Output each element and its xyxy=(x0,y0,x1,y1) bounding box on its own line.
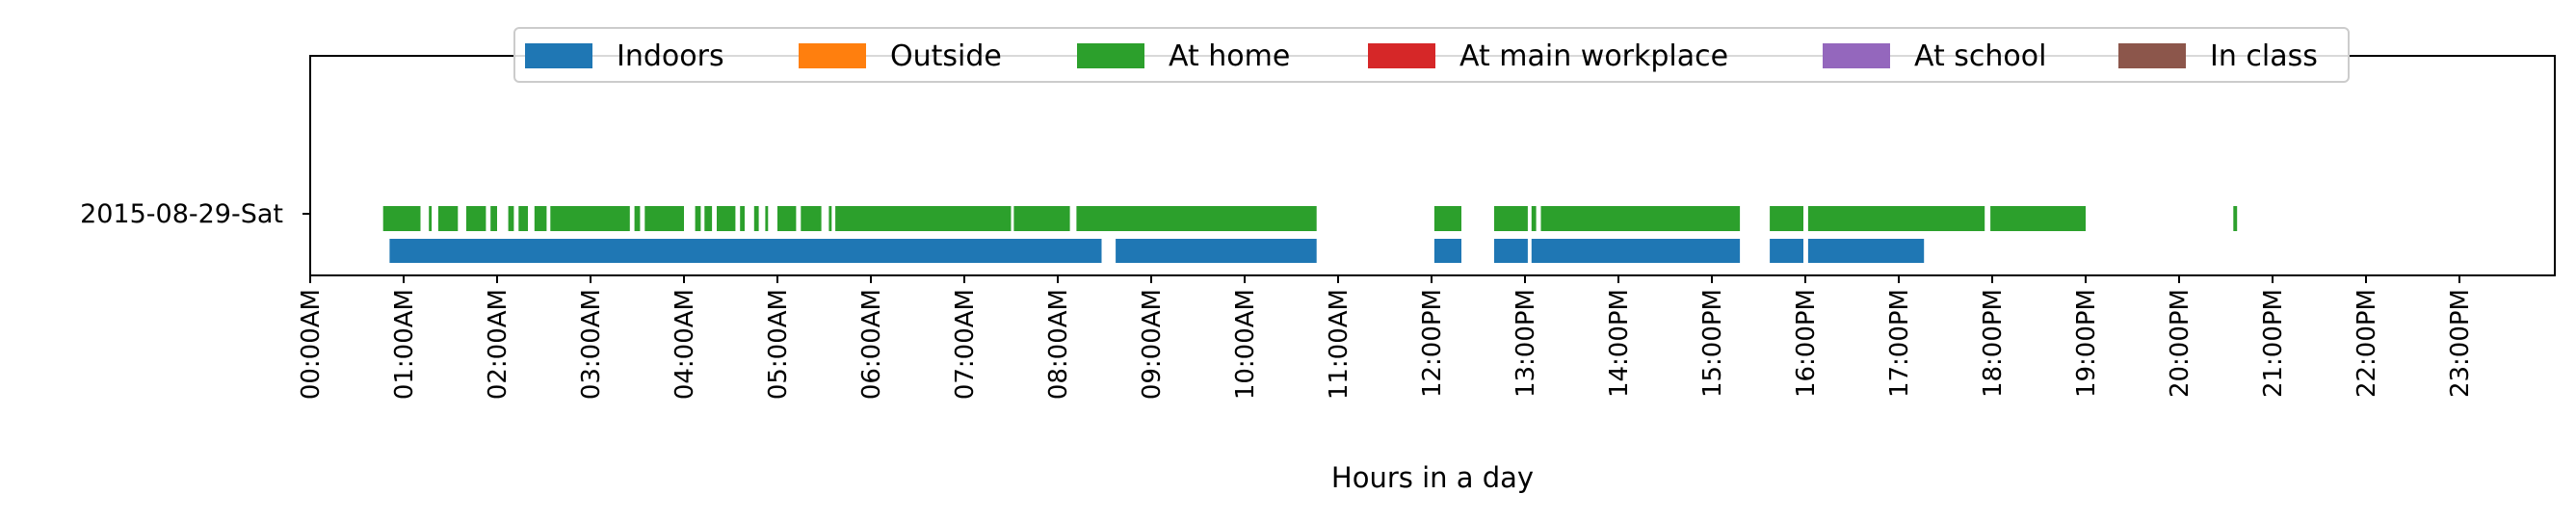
at-home-segment xyxy=(534,206,547,231)
x-axis-label: Hours in a day xyxy=(1331,461,1534,494)
x-tick-label: 23:00PM xyxy=(2446,289,2475,398)
at-home-segment xyxy=(1770,206,1803,231)
at-home-segment xyxy=(429,206,433,231)
at-home-segment xyxy=(777,206,797,231)
at-home-segment xyxy=(1540,206,1741,231)
at-home-segment xyxy=(801,206,822,231)
legend-label-indoors: Indoors xyxy=(617,39,724,73)
x-tick-label: 18:00PM xyxy=(1979,289,2008,398)
at-home-segment xyxy=(717,206,736,231)
at-home-segment xyxy=(550,206,630,231)
x-tick-label: 15:00PM xyxy=(1698,289,1727,398)
at-home-segment xyxy=(508,206,514,231)
x-tick-label: 07:00AM xyxy=(951,289,980,400)
at-home-segment xyxy=(2233,206,2238,231)
x-tick-label: 16:00PM xyxy=(1792,289,1821,398)
legend-swatch-in-class xyxy=(2118,43,2186,68)
indoors-segment xyxy=(1770,239,1803,263)
at-home-segment xyxy=(466,206,486,231)
at-home-segment xyxy=(704,206,713,231)
indoors-segment xyxy=(1494,239,1528,263)
indoors-segment xyxy=(1807,239,1925,263)
x-tick-label: 02:00AM xyxy=(484,289,513,400)
at-home-segment xyxy=(1433,206,1461,231)
legend-label-at-school: At school xyxy=(1914,39,2046,73)
x-tick-label: 19:00PM xyxy=(2072,289,2101,398)
at-home-segment xyxy=(765,206,769,231)
at-home-segment xyxy=(753,206,759,231)
at-home-segment xyxy=(828,206,832,231)
x-tick-label: 10:00AM xyxy=(1231,289,1260,400)
at-home-segment xyxy=(1013,206,1070,231)
legend-label-at-main-workplace: At main workplace xyxy=(1459,39,1728,73)
x-tick-label: 20:00PM xyxy=(2166,289,2195,398)
indoors-segment xyxy=(1116,239,1317,263)
at-home-segment xyxy=(382,206,421,231)
at-home-segment xyxy=(437,206,459,231)
legend-swatch-at-home xyxy=(1077,43,1144,68)
x-tick-label: 05:00AM xyxy=(764,289,793,400)
x-tick-label: 09:00AM xyxy=(1138,289,1167,400)
legend-swatch-at-main-workplace xyxy=(1368,43,1435,68)
indoors-segment xyxy=(389,239,1102,263)
legend-label-in-class: In class xyxy=(2210,39,2318,73)
legend-label-at-home: At home xyxy=(1169,39,1290,73)
x-tick-label: 22:00PM xyxy=(2353,289,2381,398)
legend-label-outside: Outside xyxy=(890,39,1002,73)
x-tick-label: 17:00PM xyxy=(1885,289,1914,398)
x-tick-label: 04:00AM xyxy=(670,289,699,400)
at-home-segment xyxy=(1807,206,1985,231)
x-tick-label: 12:00PM xyxy=(1418,289,1447,398)
at-home-segment xyxy=(644,206,684,231)
at-home-segment xyxy=(740,206,745,231)
at-home-segment xyxy=(490,206,497,231)
at-home-segment xyxy=(1076,206,1317,231)
bars-layer xyxy=(382,206,2238,263)
indoors-segment xyxy=(1531,239,1741,263)
at-home-segment xyxy=(1531,206,1537,231)
indoors-segment xyxy=(1433,239,1461,263)
legend-swatch-indoors xyxy=(525,43,592,68)
x-tick-label: 01:00AM xyxy=(390,289,419,400)
x-tick-label: 06:00AM xyxy=(857,289,886,400)
at-home-segment xyxy=(634,206,641,231)
at-home-segment xyxy=(695,206,701,231)
at-home-segment xyxy=(1990,206,2086,231)
y-tick-label: 2015-08-29-Sat xyxy=(80,199,283,229)
legend: Indoors Outside At home At main workplace At… xyxy=(513,27,2350,83)
at-home-segment xyxy=(1494,206,1528,231)
x-axis: 00:00AM 01:00AM 02:00AM 03:00AM 04:00AM 05:00… xyxy=(297,275,2475,400)
legend-swatch-at-school xyxy=(1823,43,1890,68)
legend-swatch-outside xyxy=(799,43,866,68)
x-tick-label: 21:00PM xyxy=(2259,289,2288,398)
x-tick-label: 11:00AM xyxy=(1325,289,1354,400)
x-tick-label: 03:00AM xyxy=(577,289,606,400)
x-tick-label: 13:00PM xyxy=(1511,289,1540,398)
x-tick-label: 08:00AM xyxy=(1044,289,1073,400)
at-home-segment xyxy=(835,206,1012,231)
at-home-segment xyxy=(518,206,528,231)
y-axis: 2015-08-29-Sat xyxy=(80,199,310,229)
x-tick-label: 14:00PM xyxy=(1605,289,1634,398)
x-tick-label: 00:00AM xyxy=(297,289,326,400)
